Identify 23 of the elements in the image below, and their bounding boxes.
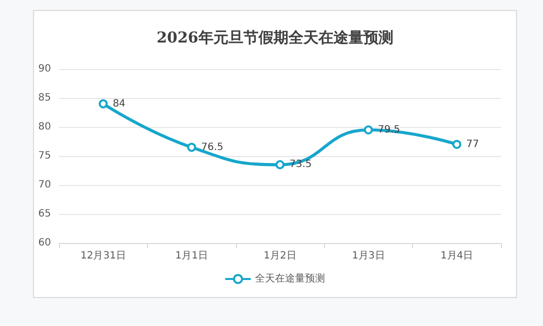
x-tick-label: 1月4日 [440, 250, 474, 262]
y-tick-label: 85 [38, 92, 51, 104]
y-tick-label: 90 [38, 64, 51, 74]
y-tick-label: 75 [38, 150, 51, 162]
data-label: 76.5 [201, 142, 224, 153]
data-label: 77 [466, 138, 480, 150]
y-tick-label: 60 [38, 238, 51, 248]
data-label: 73.5 [290, 159, 312, 170]
point [276, 160, 284, 170]
x-tick-label: 1月1日 [175, 250, 208, 262]
point [98, 99, 108, 108]
y-tick-label: 70 [38, 180, 51, 190]
x-tick-label: 12月31日 [80, 250, 126, 262]
x-tick-label: 1月3日 [352, 250, 385, 262]
point [452, 140, 462, 149]
point [187, 142, 196, 152]
y-tick-label: 80 [38, 122, 51, 132]
x-tick-label: 1月2日 [264, 250, 296, 262]
chart-title: 2026年元旦节假期全天在途量预测 [156, 28, 394, 46]
legend-label: 全天在途量预测 [255, 272, 325, 284]
y-tick-label: 65 [38, 208, 51, 220]
point [364, 125, 373, 134]
data-label: 84 [112, 98, 126, 110]
